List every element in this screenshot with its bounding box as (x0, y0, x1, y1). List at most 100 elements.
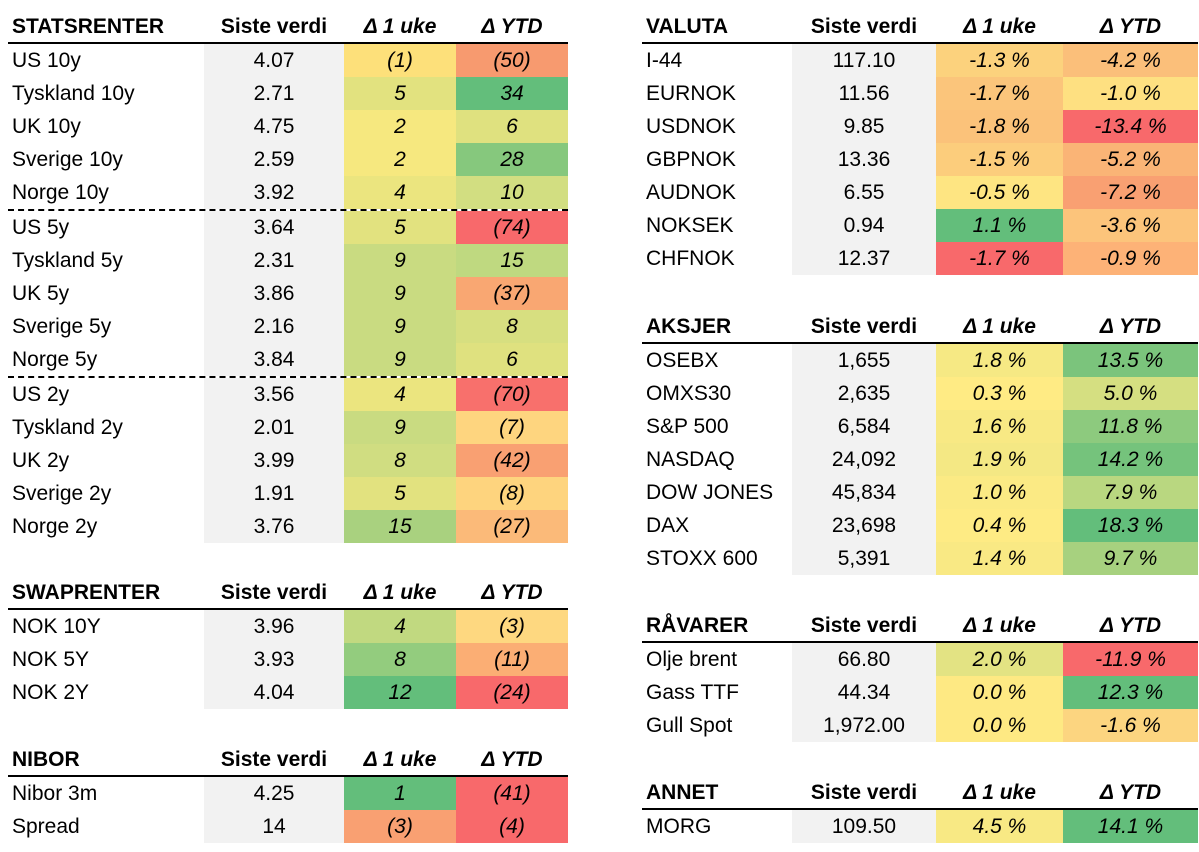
column-header-ytd: Δ YTD (456, 745, 568, 775)
row-value: 3.56 (204, 378, 344, 411)
row-change-ytd: 13.5 % (1063, 344, 1198, 377)
row-change-ytd: 18.3 % (1063, 509, 1198, 542)
row-change-ytd: -5.2 % (1063, 143, 1198, 176)
column-header-week: Δ 1 uke (344, 12, 456, 42)
row-change-ytd: -7.2 % (1063, 176, 1198, 209)
row-change-week: 1.0 % (936, 476, 1063, 509)
aksjer-table: AKSJER Siste verdi Δ 1 uke Δ YTD OSEBX 1,655 1… (642, 312, 1198, 575)
table-row: US 5y 3.64 5 (74) (8, 211, 568, 244)
row-name: UK 10y (12, 114, 81, 138)
row-change-week: 4 (344, 378, 456, 411)
row-value: 3.92 (204, 176, 344, 209)
table-row: Norge 2y 3.76 15 (27) (8, 510, 568, 543)
row-name: NOK 5Y (12, 647, 90, 671)
row-value: 109.50 (792, 810, 936, 843)
row-name: CHFNOK (646, 246, 735, 270)
table-row: I-44 117.10 -1.3 % -4.2 % (642, 44, 1198, 77)
row-change-week: 12 (344, 676, 456, 709)
row-value: 3.76 (204, 510, 344, 543)
table-row: Norge 10y 3.92 4 10 (8, 176, 568, 211)
row-change-week: 1.1 % (936, 209, 1063, 242)
row-value: 6.55 (792, 176, 936, 209)
table-row: NOK 5Y 3.93 8 (11) (8, 643, 568, 676)
row-value: 66.80 (792, 643, 936, 676)
row-change-ytd: 12.3 % (1063, 676, 1198, 709)
row-change-week: 0.3 % (936, 377, 1063, 410)
row-name: Tyskland 5y (12, 248, 123, 272)
row-value: 4.25 (204, 777, 344, 810)
row-value: 4.07 (204, 44, 344, 77)
table-row: US 2y 3.56 4 (70) (8, 378, 568, 411)
table-row: Sverige 5y 2.16 9 8 (8, 310, 568, 343)
column-header-week: Δ 1 uke (344, 745, 456, 775)
row-change-week: 5 (344, 477, 456, 510)
row-change-ytd: 7.9 % (1063, 476, 1198, 509)
ravarer-header-row: RÅVARER Siste verdi Δ 1 uke Δ YTD (642, 611, 1198, 643)
row-name: NOK 2Y (12, 680, 90, 704)
table-row: Tyskland 5y 2.31 9 15 (8, 244, 568, 277)
column-header-ytd: Δ YTD (456, 12, 568, 42)
row-name: DAX (646, 513, 690, 537)
ravarer-table: RÅVARER Siste verdi Δ 1 uke Δ YTD Olje brent… (642, 611, 1198, 742)
column-header-ytd: Δ YTD (1063, 611, 1198, 641)
row-change-week: 1.9 % (936, 443, 1063, 476)
row-value: 2.16 (204, 310, 344, 343)
row-change-week: 4 (344, 610, 456, 643)
column-header-value: Siste verdi (792, 778, 936, 808)
row-name: I-44 (646, 48, 683, 72)
row-change-ytd: 14.2 % (1063, 443, 1198, 476)
row-name: US 2y (12, 382, 70, 406)
row-value: 2.01 (204, 411, 344, 444)
row-change-ytd: (74) (456, 211, 568, 244)
row-value: 4.04 (204, 676, 344, 709)
column-header-value: Siste verdi (204, 578, 344, 608)
row-change-ytd: 34 (456, 77, 568, 110)
row-value: 1,972.00 (792, 709, 936, 742)
column-header-value: Siste verdi (792, 312, 936, 342)
row-value: 2,635 (792, 377, 936, 410)
row-name: DOW JONES (646, 480, 774, 504)
table-row: MORG 109.50 4.5 % 14.1 % (642, 810, 1198, 843)
row-name: Norge 5y (12, 347, 98, 371)
row-change-week: 9 (344, 411, 456, 444)
column-header-ytd: Δ YTD (1063, 312, 1198, 342)
table-row: UK 2y 3.99 8 (42) (8, 444, 568, 477)
row-value: 3.84 (204, 343, 344, 376)
row-change-ytd: 6 (456, 343, 568, 376)
row-value: 3.93 (204, 643, 344, 676)
table-row: NOKSEK 0.94 1.1 % -3.6 % (642, 209, 1198, 242)
column-header-value: Siste verdi (792, 611, 936, 641)
row-name: Norge 2y (12, 514, 98, 538)
row-value: 11.56 (792, 77, 936, 110)
nibor-header-row: NIBOR Siste verdi Δ 1 uke Δ YTD (8, 745, 568, 777)
table-title: RÅVARER (642, 611, 792, 641)
row-name: Gass TTF (646, 680, 739, 704)
column-header-ytd: Δ YTD (1063, 778, 1198, 808)
row-change-ytd: -0.9 % (1063, 242, 1198, 275)
row-name: NOK 10Y (12, 614, 101, 638)
table-title: SWAPRENTER (8, 578, 204, 608)
row-value: 2.71 (204, 77, 344, 110)
row-value: 12.37 (792, 242, 936, 275)
row-change-ytd: (27) (456, 510, 568, 543)
table-row: NASDAQ 24,092 1.9 % 14.2 % (642, 443, 1198, 476)
row-change-ytd: 14.1 % (1063, 810, 1198, 843)
column-header-value: Siste verdi (204, 12, 344, 42)
table-row: Olje brent 66.80 2.0 % -11.9 % (642, 643, 1198, 676)
table-row: Gull Spot 1,972.00 0.0 % -1.6 % (642, 709, 1198, 742)
row-change-week: (3) (344, 810, 456, 843)
row-value: 3.86 (204, 277, 344, 310)
row-change-ytd: (3) (456, 610, 568, 643)
table-row: US 10y 4.07 (1) (50) (8, 44, 568, 77)
row-value: 2.31 (204, 244, 344, 277)
row-change-ytd: (24) (456, 676, 568, 709)
table-row: Sverige 2y 1.91 5 (8) (8, 477, 568, 510)
row-value: 5,391 (792, 542, 936, 575)
row-name: UK 5y (12, 281, 70, 305)
table-row: UK 5y 3.86 9 (37) (8, 277, 568, 310)
column-header-week: Δ 1 uke (936, 611, 1063, 641)
row-name: US 10y (12, 48, 81, 72)
column-header-week: Δ 1 uke (936, 312, 1063, 342)
row-change-week: 9 (344, 277, 456, 310)
row-change-week: -1.5 % (936, 143, 1063, 176)
